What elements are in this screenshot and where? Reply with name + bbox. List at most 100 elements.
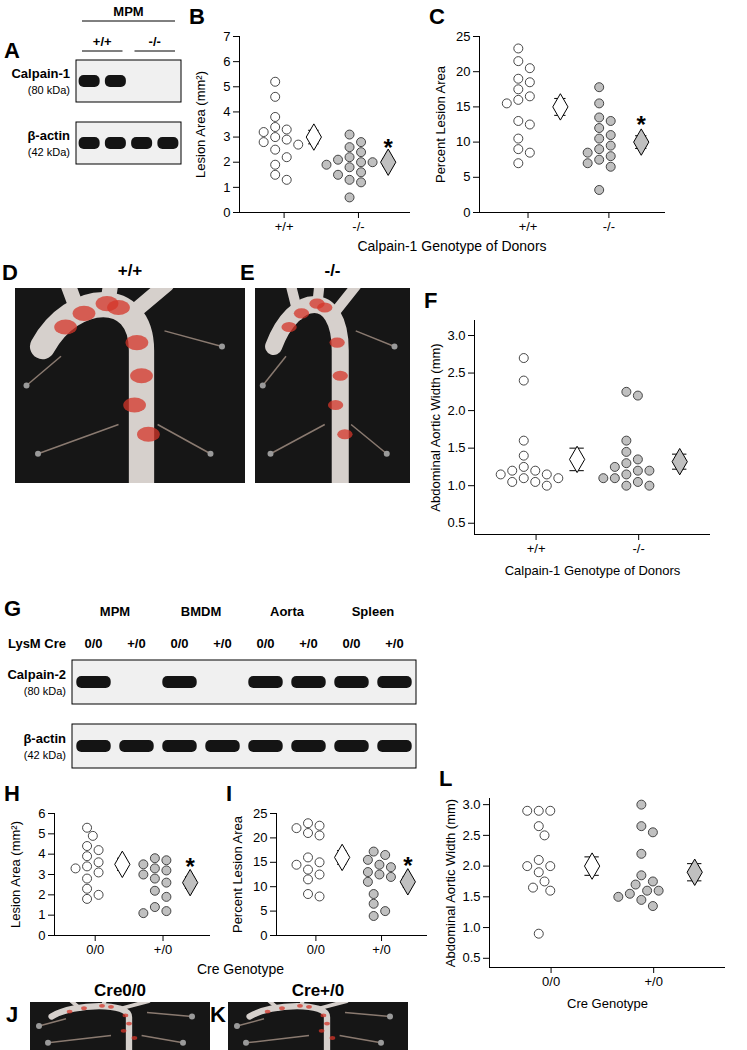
svg-text:+/+: +/+ bbox=[275, 219, 294, 234]
svg-text:2: 2 bbox=[223, 154, 230, 169]
svg-text:0.5: 0.5 bbox=[462, 950, 480, 965]
svg-text:(80 kDa): (80 kDa) bbox=[28, 84, 70, 96]
svg-text:Calpain-1 Genotype of Donors: Calpain-1 Genotype of Donors bbox=[505, 563, 681, 578]
svg-text:1: 1 bbox=[38, 907, 45, 922]
svg-text:Percent Lesion Area: Percent Lesion Area bbox=[433, 65, 448, 183]
svg-text:25: 25 bbox=[253, 806, 267, 821]
svg-text:2.5: 2.5 bbox=[462, 828, 480, 843]
html-text:Cre Genotype: Cre Genotype bbox=[196, 961, 285, 977]
svg-text:-/-: -/- bbox=[603, 219, 615, 234]
svg-text:2: 2 bbox=[38, 887, 45, 902]
svg-text:Lesion Area (mm²): Lesion Area (mm²) bbox=[193, 71, 208, 178]
html-text:Cre0/0: Cre0/0 bbox=[94, 981, 146, 1000]
svg-text:(80 kDa): (80 kDa) bbox=[24, 685, 66, 697]
svg-text:*: * bbox=[384, 134, 394, 161]
html-text:H: H bbox=[4, 781, 20, 806]
svg-text:3.0: 3.0 bbox=[447, 328, 465, 343]
svg-text:Aorta: Aorta bbox=[270, 604, 305, 619]
svg-text:*: * bbox=[185, 853, 195, 880]
svg-text:β-actin: β-actin bbox=[23, 731, 66, 746]
svg-text:0/0: 0/0 bbox=[342, 636, 360, 651]
svg-text:15: 15 bbox=[456, 99, 470, 114]
svg-text:+/0: +/0 bbox=[385, 636, 403, 651]
svg-text:1: 1 bbox=[223, 180, 230, 195]
svg-text:+/0: +/0 bbox=[372, 942, 390, 957]
svg-text:2.0: 2.0 bbox=[447, 403, 465, 418]
svg-text:-/-: -/- bbox=[149, 34, 161, 49]
svg-text:5: 5 bbox=[38, 826, 45, 841]
svg-text:Abdominal Aortic Width (mm): Abdominal Aortic Width (mm) bbox=[428, 343, 443, 511]
svg-text:10: 10 bbox=[253, 879, 267, 894]
svg-text:0: 0 bbox=[463, 205, 470, 220]
svg-text:6: 6 bbox=[38, 806, 45, 821]
svg-text:5: 5 bbox=[223, 79, 230, 94]
svg-text:LysM Cre: LysM Cre bbox=[8, 636, 66, 651]
svg-text:*: * bbox=[403, 852, 413, 879]
svg-text:3: 3 bbox=[38, 867, 45, 882]
svg-text:β-actin: β-actin bbox=[27, 128, 70, 143]
svg-text:0/0: 0/0 bbox=[84, 636, 102, 651]
svg-text:Spleen: Spleen bbox=[352, 604, 395, 619]
svg-text:Abdominal Aortic Width (mm): Abdominal Aortic Width (mm) bbox=[443, 799, 458, 967]
svg-text:0/0: 0/0 bbox=[256, 636, 274, 651]
svg-text:4: 4 bbox=[38, 846, 45, 861]
svg-text:Cre Genotype: Cre Genotype bbox=[567, 996, 648, 1011]
svg-text:1.5: 1.5 bbox=[462, 889, 480, 904]
svg-text:+/0: +/0 bbox=[299, 636, 317, 651]
svg-text:0: 0 bbox=[223, 205, 230, 220]
html-text:K: K bbox=[210, 1002, 226, 1027]
svg-text:0: 0 bbox=[38, 928, 45, 943]
svg-text:20: 20 bbox=[253, 830, 267, 845]
html-text:E: E bbox=[240, 260, 255, 285]
svg-text:+/+: +/+ bbox=[93, 34, 112, 49]
svg-text:-/-: -/- bbox=[633, 541, 645, 556]
svg-text:0: 0 bbox=[260, 928, 267, 943]
svg-text:4: 4 bbox=[223, 104, 230, 119]
svg-text:MPM: MPM bbox=[100, 604, 130, 619]
svg-text:1.0: 1.0 bbox=[462, 920, 480, 935]
svg-text:5: 5 bbox=[463, 169, 470, 184]
svg-text:0/0: 0/0 bbox=[307, 942, 325, 957]
svg-text:20: 20 bbox=[456, 64, 470, 79]
svg-text:6: 6 bbox=[223, 54, 230, 69]
svg-text:(42 kDa): (42 kDa) bbox=[28, 146, 70, 158]
svg-text:7: 7 bbox=[223, 29, 230, 44]
html-text:Calpain-1 Genotype of Donors: Calpain-1 Genotype of Donors bbox=[357, 238, 547, 254]
svg-text:0/0: 0/0 bbox=[542, 974, 560, 989]
svg-text:MPM: MPM bbox=[113, 4, 143, 19]
svg-text:BMDM: BMDM bbox=[181, 604, 221, 619]
svg-text:5: 5 bbox=[260, 903, 267, 918]
svg-text:+/0: +/0 bbox=[213, 636, 231, 651]
svg-text:3.0: 3.0 bbox=[462, 797, 480, 812]
svg-text:+/0: +/0 bbox=[644, 974, 662, 989]
html-text:A: A bbox=[4, 38, 20, 63]
svg-text:0.5: 0.5 bbox=[447, 515, 465, 530]
svg-text:1.0: 1.0 bbox=[447, 478, 465, 493]
html-text:Cre+/0: Cre+/0 bbox=[291, 981, 345, 1000]
svg-text:25: 25 bbox=[456, 29, 470, 44]
html-text:F: F bbox=[424, 288, 438, 313]
svg-text:Calpain-1: Calpain-1 bbox=[11, 66, 70, 81]
svg-text:1.5: 1.5 bbox=[447, 440, 465, 455]
svg-text:(42 kDa): (42 kDa) bbox=[24, 749, 66, 761]
svg-text:15: 15 bbox=[253, 854, 267, 869]
html-text:G: G bbox=[4, 596, 22, 621]
svg-text:2.5: 2.5 bbox=[447, 365, 465, 380]
html-text:B: B bbox=[189, 4, 205, 29]
html-text:C: C bbox=[429, 4, 445, 29]
svg-text:10: 10 bbox=[456, 134, 470, 149]
svg-text:*: * bbox=[637, 111, 647, 138]
html-text:D: D bbox=[2, 260, 18, 285]
svg-text:+/+: +/+ bbox=[519, 219, 538, 234]
svg-text:Calpain-2: Calpain-2 bbox=[7, 667, 66, 682]
svg-text:0/0: 0/0 bbox=[170, 636, 188, 651]
svg-text:3: 3 bbox=[223, 129, 230, 144]
svg-text:+/0: +/0 bbox=[154, 942, 172, 957]
svg-text:2.0: 2.0 bbox=[462, 858, 480, 873]
svg-text:Lesion Area (mm²): Lesion Area (mm²) bbox=[8, 821, 23, 928]
svg-text:-/-: -/- bbox=[352, 219, 364, 234]
svg-text:+/0: +/0 bbox=[127, 636, 145, 651]
svg-text:Percent Lesion Area: Percent Lesion Area bbox=[230, 815, 245, 933]
svg-text:+/+: +/+ bbox=[527, 541, 546, 556]
svg-text:0/0: 0/0 bbox=[86, 942, 104, 957]
